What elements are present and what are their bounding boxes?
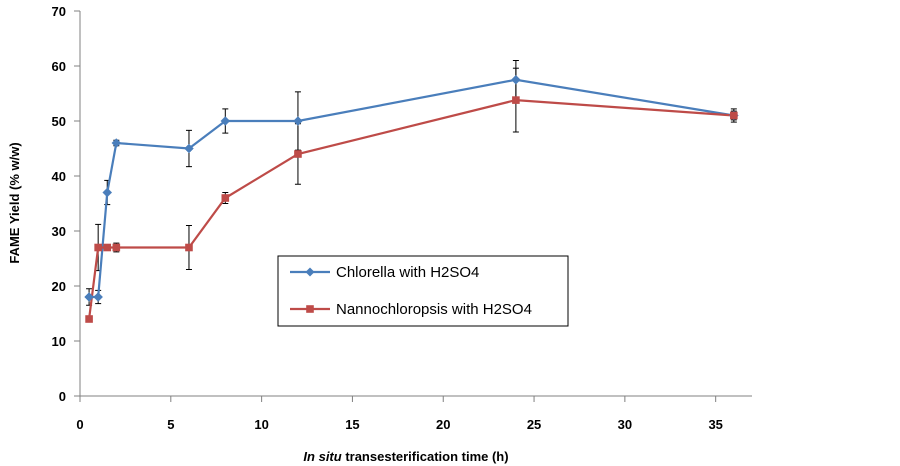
- legend: Chlorella with H2SO4 Nannochloropsis with…: [277, 255, 569, 327]
- x-tick-label: 20: [436, 417, 450, 432]
- data-point-square: [94, 243, 102, 252]
- data-point-square: [85, 315, 93, 323]
- y-tick-label: 30: [52, 224, 66, 239]
- legend-marker-square: [306, 305, 314, 313]
- data-point-square: [730, 111, 738, 120]
- data-point-square: [103, 243, 112, 252]
- data-point-diamond: [184, 143, 194, 154]
- x-axis-title-italic: In situ: [303, 449, 341, 464]
- y-axis-title: FAME Yield (% w/w): [7, 142, 22, 263]
- x-tick-label: 0: [76, 417, 83, 432]
- data-point-square: [294, 150, 302, 158]
- legend-box: [277, 255, 569, 327]
- x-tick-label: 5: [167, 417, 174, 432]
- data-point-diamond: [220, 116, 231, 126]
- y-tick-label: 60: [52, 59, 66, 74]
- x-axis-title-rest: transesterification time (h): [342, 449, 509, 464]
- data-point-diamond: [102, 187, 113, 198]
- x-tick-label: 35: [708, 417, 722, 432]
- legend-marker-diamond: [305, 267, 315, 277]
- data-point-diamond: [111, 138, 122, 148]
- x-tick-label: 30: [618, 417, 632, 432]
- x-tick-label: 15: [345, 417, 359, 432]
- y-tick-label: 0: [59, 389, 66, 404]
- data-point-diamond: [511, 74, 521, 85]
- data-point-square: [221, 194, 230, 202]
- legend-label: Chlorella with H2SO4: [336, 264, 479, 281]
- x-tick-label: 25: [527, 417, 541, 432]
- legend-label: Nannochloropsis with H2SO4: [336, 301, 532, 318]
- ticks: 0 10 20 30 40 50 60 70 0 5 10 15 20 25 30 35: [52, 4, 723, 432]
- x-axis-title: In situ transesterification time (h): [303, 449, 508, 464]
- y-tick-label: 10: [52, 334, 66, 349]
- data-point-diamond: [293, 116, 303, 126]
- data-point-square: [185, 243, 193, 252]
- y-tick-label: 40: [52, 169, 66, 184]
- y-tick-label: 70: [52, 4, 66, 19]
- x-tick-label: 10: [254, 417, 268, 432]
- data-point-square: [112, 243, 121, 252]
- series-markers: [84, 74, 739, 323]
- y-tick-label: 50: [52, 114, 66, 129]
- data-point-square: [512, 96, 520, 104]
- data-point-diamond: [84, 292, 94, 302]
- y-tick-label: 20: [52, 279, 66, 294]
- data-point-diamond: [93, 292, 104, 302]
- axes: [79, 11, 752, 397]
